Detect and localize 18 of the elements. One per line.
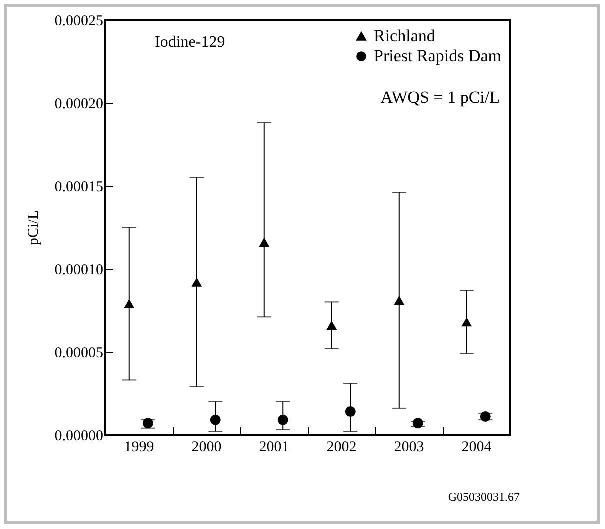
x-tick-label: 2002 bbox=[326, 440, 357, 456]
annotation: AWQS = 1 pCi/L bbox=[380, 88, 500, 107]
legend-label: Priest Rapids Dam bbox=[374, 46, 502, 66]
x-tick-label: 2004 bbox=[462, 440, 492, 456]
text: G05030031.67 bbox=[448, 490, 520, 504]
annotation: Iodine-129 bbox=[155, 34, 226, 51]
y-tick-label: 0.00015 bbox=[54, 180, 104, 196]
legend-label: Richland bbox=[374, 26, 436, 46]
y-tick-label: 0.00025 bbox=[54, 14, 104, 30]
x-tick-label: 2003 bbox=[394, 440, 424, 456]
y-tick-label: 0.00005 bbox=[54, 346, 104, 362]
y-tick-label: 0.00000 bbox=[54, 428, 104, 444]
y-tick-label: 0.00020 bbox=[54, 96, 104, 112]
y-axis-title: pCi/L bbox=[26, 210, 42, 246]
x-tick-label: 1999 bbox=[124, 440, 154, 456]
x-tick-label: 2000 bbox=[192, 440, 222, 456]
y-tick-label: 0.00010 bbox=[54, 262, 104, 278]
x-tick-label: 2001 bbox=[259, 440, 290, 456]
